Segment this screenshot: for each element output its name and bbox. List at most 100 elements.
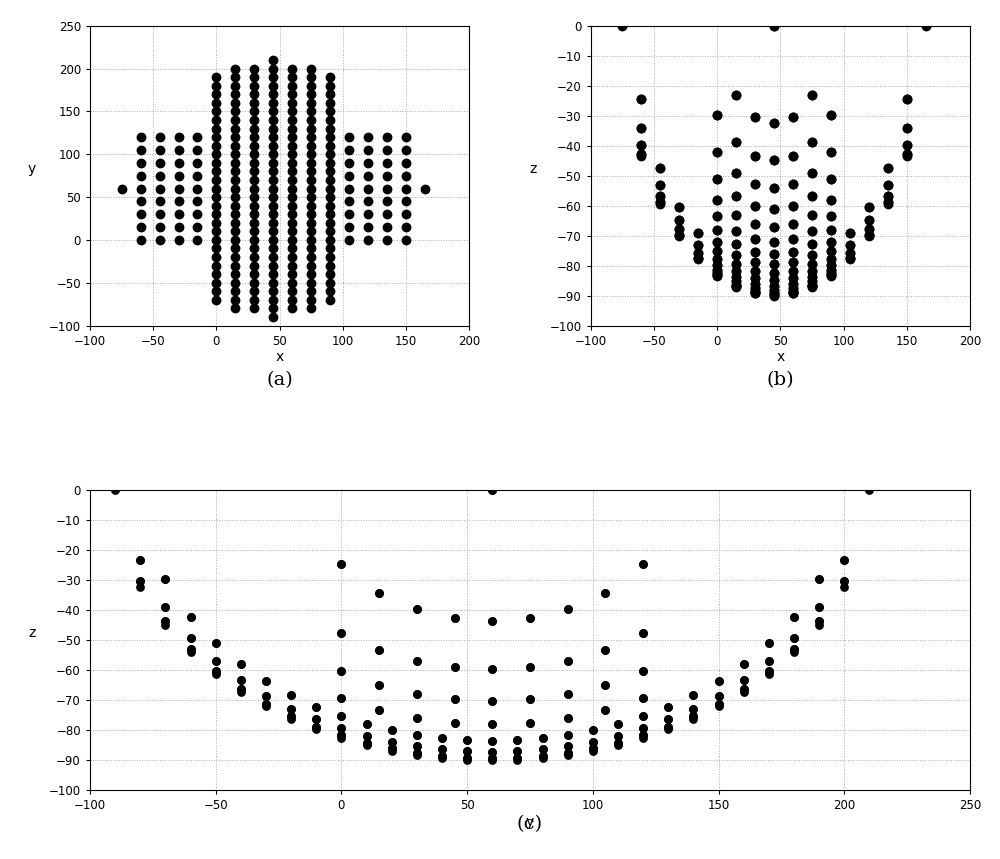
Point (484, 752, 500, 765)
Point (766, 235, 782, 248)
Point (484, 694, 500, 708)
Point (447, 692, 463, 706)
Point (728, 209, 744, 222)
Point (359, 738, 375, 752)
Point (303, 233, 319, 247)
Point (685, 710, 701, 723)
Point (208, 122, 224, 136)
Point (766, 279, 782, 293)
Point (447, 692, 463, 706)
Point (371, 643, 387, 656)
Point (360, 220, 376, 234)
Point (303, 241, 319, 255)
Point (409, 654, 425, 667)
Point (709, 259, 725, 272)
Point (333, 710, 349, 723)
Point (227, 173, 243, 186)
Point (747, 217, 763, 231)
Point (709, 266, 725, 280)
Point (842, 247, 858, 260)
Point (434, 731, 450, 745)
Point (728, 247, 744, 261)
Point (284, 284, 300, 298)
Point (152, 169, 168, 183)
Point (728, 275, 744, 289)
Point (284, 79, 300, 93)
Point (635, 710, 651, 723)
Point (861, 228, 877, 241)
Point (284, 267, 300, 281)
Point (227, 250, 243, 264)
Point (597, 586, 613, 600)
Point (635, 710, 651, 723)
Point (308, 712, 324, 726)
Point (709, 253, 725, 266)
Point (766, 258, 782, 271)
Point (303, 173, 319, 186)
Point (484, 614, 500, 628)
Point (284, 131, 300, 144)
Point (671, 228, 687, 241)
Point (522, 612, 538, 625)
Point (535, 742, 551, 756)
Point (635, 731, 651, 745)
Point (899, 149, 915, 163)
Point (690, 226, 706, 240)
Point (333, 691, 349, 704)
Point (766, 288, 782, 302)
Point (265, 70, 281, 84)
Point (379, 156, 395, 170)
Point (152, 143, 168, 157)
Point (766, 116, 782, 130)
Point (842, 226, 858, 240)
Point (861, 222, 877, 236)
Point (660, 700, 676, 714)
Point (133, 233, 149, 247)
Point (171, 233, 187, 247)
Point (132, 581, 148, 594)
Point (265, 88, 281, 101)
Point (189, 131, 205, 144)
Point (303, 198, 319, 212)
Point (785, 255, 801, 269)
Point (709, 235, 725, 249)
Point (434, 749, 450, 763)
Point (747, 281, 763, 295)
Point (459, 744, 475, 758)
Point (303, 88, 319, 101)
Point (736, 657, 752, 671)
Point (610, 736, 626, 750)
Point (766, 283, 782, 297)
Point (918, 19, 934, 33)
Point (522, 692, 538, 706)
Point (409, 728, 425, 741)
Point (842, 238, 858, 252)
Point (747, 149, 763, 163)
Point (785, 199, 801, 213)
Point (509, 744, 525, 758)
Point (360, 143, 376, 157)
Point (227, 79, 243, 93)
Point (284, 241, 300, 255)
Point (804, 166, 820, 180)
Point (371, 703, 387, 716)
Point (183, 642, 199, 655)
Point (823, 245, 839, 259)
Point (786, 645, 802, 659)
Point (284, 88, 300, 101)
Point (409, 687, 425, 701)
Point (227, 216, 243, 229)
Point (208, 224, 224, 238)
X-axis label: x: x (776, 350, 784, 364)
X-axis label: x: x (276, 350, 284, 364)
Point (747, 245, 763, 259)
Point (652, 189, 668, 203)
Point (709, 268, 725, 282)
Point (208, 70, 224, 84)
Point (265, 181, 281, 195)
Point (284, 198, 300, 212)
Point (804, 279, 820, 293)
Point (685, 688, 701, 702)
Point (728, 280, 744, 294)
Point (823, 172, 839, 186)
